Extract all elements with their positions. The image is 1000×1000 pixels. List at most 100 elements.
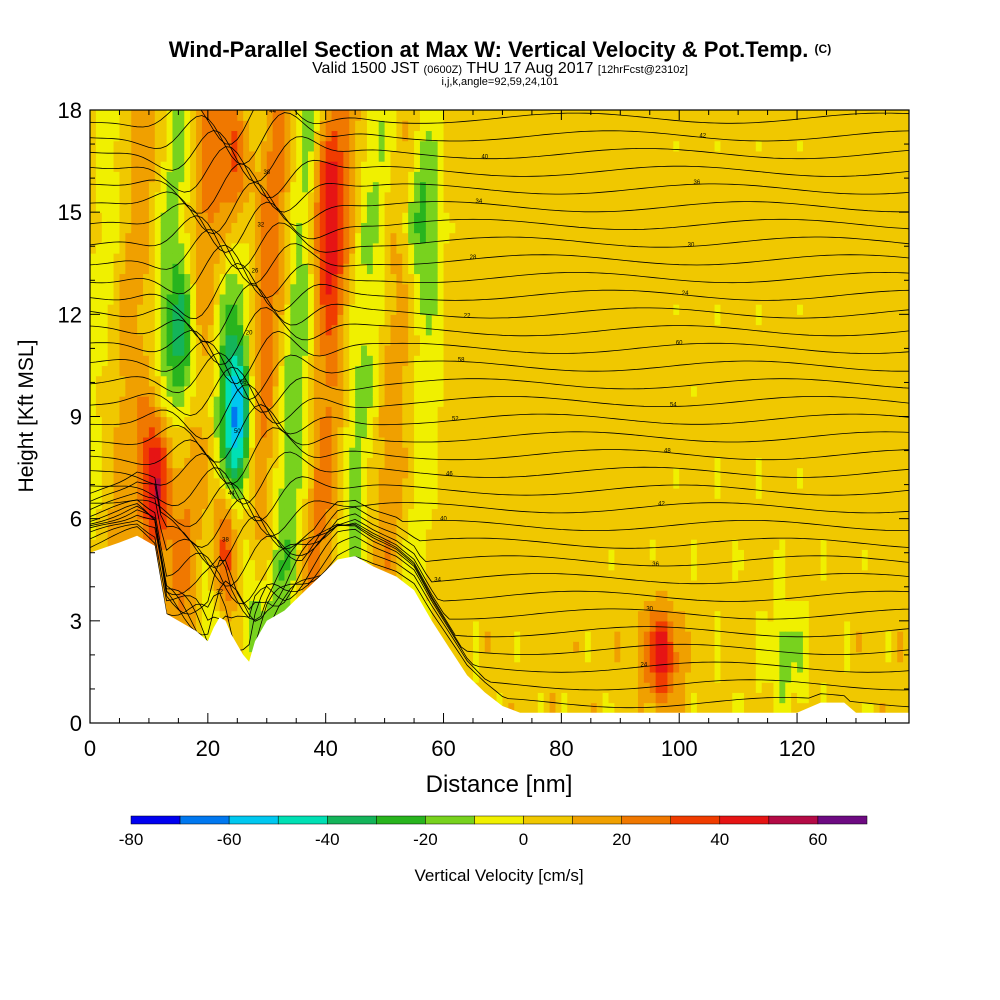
velocity-cell — [425, 457, 433, 469]
velocity-cell — [449, 375, 456, 387]
velocity-cell — [278, 457, 286, 469]
velocity-cell — [331, 283, 339, 295]
velocity-cell — [325, 212, 333, 223]
velocity-cell — [478, 212, 486, 223]
velocity-cell — [531, 590, 539, 601]
velocity-cell — [478, 600, 486, 612]
velocity-cell — [520, 641, 527, 653]
velocity-cell — [137, 212, 144, 223]
velocity-cell — [561, 436, 568, 448]
velocity-cell — [125, 355, 132, 367]
velocity-cell — [272, 518, 280, 530]
velocity-cell — [443, 559, 451, 571]
velocity-cell — [154, 191, 162, 203]
velocity-cell — [531, 273, 539, 285]
velocity-cell — [437, 375, 445, 387]
velocity-cell — [137, 406, 144, 418]
velocity-cell — [543, 242, 551, 254]
velocity-cell — [178, 365, 185, 377]
velocity-cell — [555, 682, 562, 693]
velocity-cell — [178, 191, 185, 203]
velocity-cell — [184, 263, 191, 275]
velocity-cell — [490, 559, 498, 571]
velocity-cell — [90, 436, 97, 448]
velocity-cell — [196, 610, 203, 622]
velocity-cell — [431, 518, 439, 530]
velocity-cell — [384, 253, 392, 264]
velocity-cell — [366, 324, 374, 336]
velocity-cell — [196, 181, 203, 193]
velocity-cell — [543, 488, 551, 499]
velocity-cell — [90, 498, 97, 510]
velocity-cell — [337, 110, 344, 121]
velocity-cell — [337, 467, 344, 479]
velocity-cell — [567, 222, 574, 234]
velocity-cell — [467, 355, 474, 367]
velocity-cell — [366, 508, 374, 520]
velocity-cell — [408, 283, 415, 295]
velocity-cell — [254, 528, 262, 540]
velocity-cell — [425, 242, 433, 254]
velocity-cell — [461, 539, 468, 550]
velocity-cell — [131, 120, 138, 132]
velocity-cell — [496, 304, 504, 315]
velocity-cell — [137, 355, 144, 367]
velocity-cell — [137, 222, 144, 234]
velocity-cell — [543, 447, 551, 458]
velocity-cell — [201, 273, 209, 285]
velocity-cell — [272, 447, 280, 458]
velocity-cell — [154, 396, 162, 407]
velocity-cell — [254, 283, 262, 295]
velocity-cell — [343, 232, 350, 244]
velocity-cell — [414, 549, 421, 561]
velocity-cell — [325, 130, 333, 142]
velocity-cell — [302, 201, 309, 213]
velocity-cell — [254, 426, 262, 438]
velocity-cell — [490, 242, 498, 254]
velocity-cell — [349, 242, 356, 254]
velocity-cell — [449, 436, 456, 448]
velocity-cell — [319, 416, 327, 428]
velocity-cell — [290, 232, 297, 244]
velocity-cell — [290, 314, 297, 326]
velocity-cell — [225, 263, 233, 275]
velocity-cell — [408, 232, 415, 244]
velocity-cell — [390, 334, 397, 346]
velocity-cell — [101, 161, 109, 172]
velocity-cell — [514, 212, 521, 223]
velocity-cell — [514, 539, 521, 550]
velocity-cell — [143, 406, 150, 418]
velocity-cell — [567, 631, 574, 642]
velocity-cell — [455, 610, 462, 622]
velocity-cell — [425, 569, 433, 581]
velocity-cell — [325, 406, 333, 418]
velocity-cell — [449, 600, 456, 612]
velocity-cell — [455, 222, 462, 234]
velocity-cell — [207, 150, 215, 162]
velocity-cell — [254, 232, 262, 244]
velocity-cell — [154, 273, 162, 285]
velocity-cell — [561, 263, 568, 275]
velocity-cell — [355, 314, 362, 326]
velocity-cell — [107, 355, 115, 367]
velocity-cell — [366, 181, 374, 193]
velocity-cell — [555, 569, 562, 581]
velocity-cell — [278, 467, 286, 479]
velocity-cell — [213, 498, 221, 510]
velocity-cell — [567, 559, 574, 571]
velocity-cell — [455, 232, 462, 244]
velocity-cell — [467, 467, 474, 479]
velocity-cell — [437, 263, 445, 275]
velocity-cell — [461, 161, 468, 172]
velocity-cell — [131, 467, 138, 479]
velocity-cell — [549, 242, 557, 254]
velocity-cell — [396, 263, 403, 275]
velocity-cell — [478, 110, 486, 121]
velocity-cell — [543, 671, 551, 683]
velocity-cell — [390, 355, 397, 367]
velocity-cell — [484, 406, 492, 418]
velocity-cell — [337, 181, 344, 193]
velocity-cell — [408, 140, 415, 152]
velocity-cell — [113, 334, 121, 346]
velocity-cell — [484, 528, 492, 540]
